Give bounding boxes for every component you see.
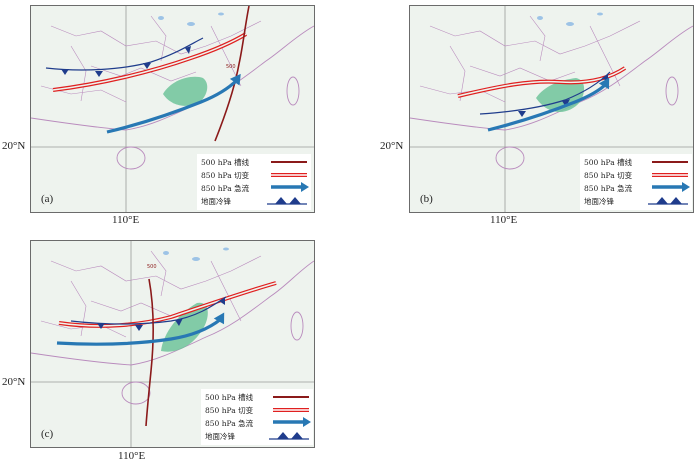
front-triangle: [185, 46, 191, 54]
lat-label-a: 20°N: [2, 140, 26, 152]
legend-front-label: 地面冷锋: [201, 197, 231, 206]
legend-jet-label: 850 hPa 急流: [201, 184, 250, 193]
lat-label-c: 20°N: [2, 376, 26, 388]
trough-tag: 500: [226, 64, 236, 70]
rain-area: [163, 76, 208, 106]
map-b: [410, 6, 693, 212]
panel-label-c: (c): [41, 428, 54, 440]
legend-jet-label: 850 hPa 急流: [205, 419, 254, 428]
front-triangle: [61, 69, 69, 75]
cold-front: [479, 71, 611, 115]
trough-line: [214, 6, 250, 142]
legend-c: 500 hPa 槽线 850 hPa 切变 850 hPa 急流 地面冷锋: [201, 389, 313, 445]
hainan-island: [495, 146, 525, 170]
panel-label-a: (a): [41, 193, 54, 205]
rain-area: [161, 302, 208, 352]
jet-arrow: [56, 317, 222, 346]
trough-tag: 500: [147, 264, 157, 270]
lon-label-b: 110°E: [490, 214, 518, 226]
hainan-island: [121, 381, 151, 405]
lake: [218, 12, 224, 16]
lat-label-b: 20°N: [380, 140, 404, 152]
legend-shear-label: 850 hPa 切变: [584, 171, 633, 180]
taiwan-island: [290, 311, 304, 341]
panel-c: 500 500 hPa 槽线 850 hPa 切变 850 hPa 急流 地面冷…: [30, 240, 315, 448]
map-c: 500: [31, 241, 314, 447]
hainan-island: [116, 146, 146, 170]
legend-front-label: 地面冷锋: [584, 197, 614, 206]
legend-trough-label: 500 hPa 槽线: [584, 158, 633, 167]
trough-line: [145, 278, 154, 427]
panel-a: 500 500 hPa 槽线 850 hPa 切变 850 hPa 急流 地面冷…: [30, 5, 315, 213]
legend-shear-label: 850 hPa 切变: [201, 171, 250, 180]
shear-line: [58, 281, 277, 328]
taiwan-island: [286, 76, 300, 106]
legend-a: 500 hPa 槽线 850 hPa 切变 850 hPa 急流 地面冷锋: [197, 154, 311, 210]
taiwan-island: [665, 76, 679, 106]
province-borders: [40, 15, 262, 103]
lon-label-c: 110°E: [118, 450, 146, 462]
legend-b: 500 hPa 槽线 850 hPa 切变 850 hPa 急流 地面冷锋: [580, 154, 692, 210]
cold-front: [45, 37, 204, 71]
lon-label-a: 110°E: [112, 214, 140, 226]
legend-shear-label: 850 hPa 切变: [205, 406, 254, 415]
legend-trough-label: 500 hPa 槽线: [205, 393, 254, 402]
coastline: [410, 25, 693, 131]
panel-b: 500 hPa 槽线 850 hPa 切变 850 hPa 急流 地面冷锋 (b…: [409, 5, 694, 213]
front-triangle: [95, 71, 103, 77]
lake: [158, 16, 164, 20]
coastline: [31, 260, 314, 366]
legend-jet-label: 850 hPa 急流: [584, 184, 633, 193]
panel-label-b: (b): [420, 193, 433, 205]
map-a: 500: [31, 6, 314, 212]
front-triangle: [143, 63, 151, 69]
jet-arrow: [106, 78, 239, 134]
lake: [187, 22, 195, 26]
legend-front-label: 地面冷锋: [205, 432, 235, 441]
jet-arrow: [487, 82, 608, 132]
legend-trough-label: 500 hPa 槽线: [201, 158, 250, 167]
